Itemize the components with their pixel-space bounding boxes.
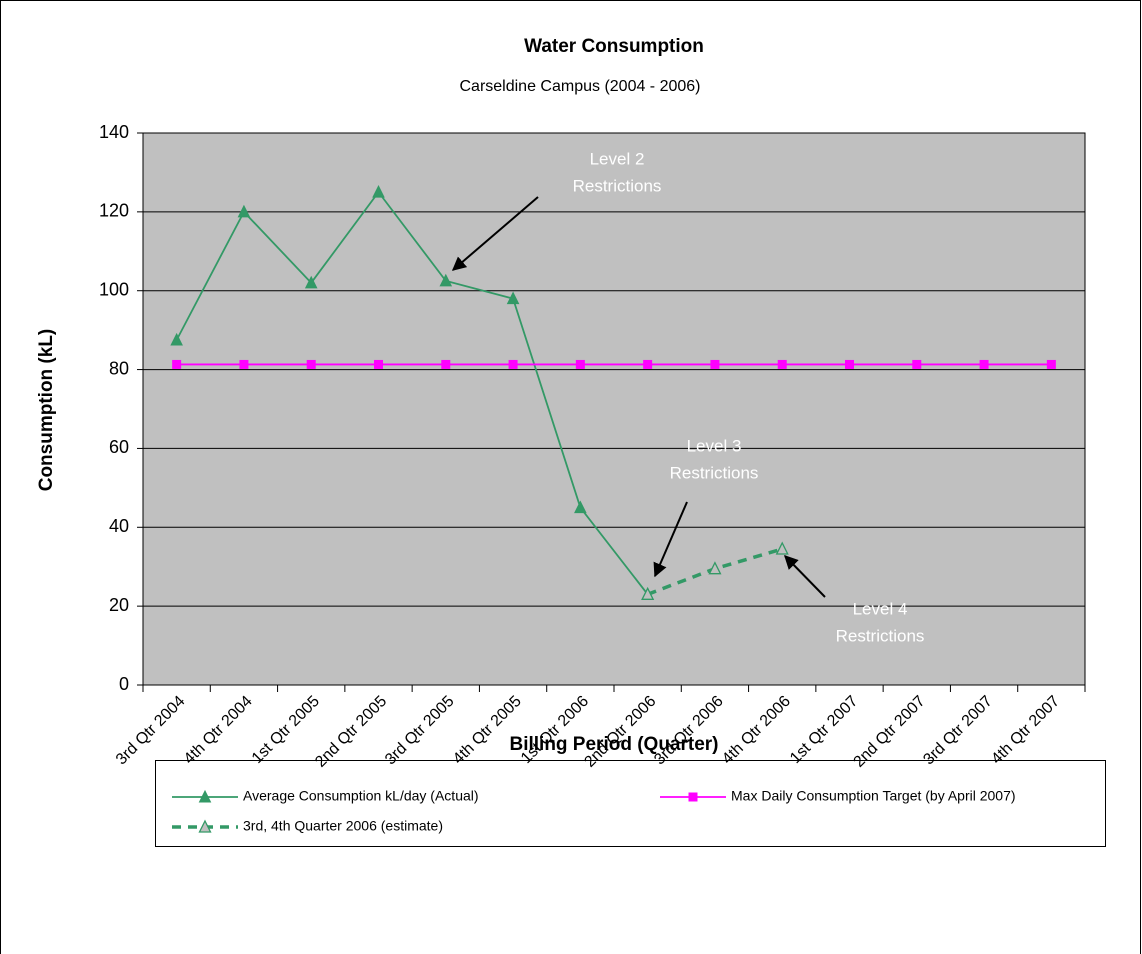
y-tick-label: 100 xyxy=(99,279,129,299)
marker xyxy=(775,541,789,555)
marker xyxy=(643,359,653,369)
annotation-arrow xyxy=(784,554,826,598)
annotation-arrow xyxy=(653,501,688,578)
marker xyxy=(172,359,182,369)
annotation: Restrictions xyxy=(836,626,925,645)
legend-marker xyxy=(198,819,212,833)
y-axis-label: Consumption (kL) xyxy=(36,329,57,492)
legend-label: Average Consumption kL/day (Actual) xyxy=(243,788,479,804)
marker xyxy=(441,359,451,369)
marker xyxy=(710,359,720,369)
marker xyxy=(575,359,585,369)
series-line xyxy=(175,190,649,595)
annotation: Restrictions xyxy=(573,176,662,195)
chart-title: Water Consumption xyxy=(524,36,704,57)
x-axis-label: Billing Period (Quarter) xyxy=(509,734,718,755)
annotation: Level 4 xyxy=(853,599,908,618)
marker xyxy=(574,500,587,514)
marker xyxy=(170,332,183,346)
marker xyxy=(506,291,520,305)
annotation: Restrictions xyxy=(670,463,759,482)
annotation: Level 3 xyxy=(687,436,742,455)
marker xyxy=(304,275,318,289)
marker xyxy=(845,359,854,369)
annotation-arrow xyxy=(451,196,539,271)
legend-marker xyxy=(198,789,212,803)
marker xyxy=(1046,359,1056,369)
marker xyxy=(777,359,787,369)
y-tick-label: 140 xyxy=(99,122,129,142)
chart-subtitle: Carseldine Campus (2004 - 2006) xyxy=(459,78,700,95)
marker xyxy=(641,586,655,600)
y-tick-label: 0 xyxy=(119,674,129,694)
marker xyxy=(237,204,251,218)
marker xyxy=(239,359,249,369)
legend-label: Max Daily Consumption Target (by April 2… xyxy=(731,788,1016,804)
marker xyxy=(979,359,989,369)
legend-marker xyxy=(688,792,698,802)
marker xyxy=(912,359,922,369)
marker xyxy=(372,185,385,198)
marker xyxy=(306,359,316,369)
y-tick-label: 40 xyxy=(109,516,129,536)
y-tick-label: 60 xyxy=(109,437,129,457)
marker xyxy=(708,561,722,575)
marker xyxy=(374,359,383,369)
plot-area xyxy=(143,133,1085,685)
y-tick-label: 20 xyxy=(109,595,129,615)
legend-label: 3rd, 4th Quarter 2006 (estimate) xyxy=(243,818,443,834)
y-tick-label: 120 xyxy=(99,201,129,221)
legend-box xyxy=(155,760,1106,847)
y-tick-label: 80 xyxy=(109,358,129,378)
annotation: Level 2 xyxy=(590,149,645,168)
marker xyxy=(439,273,453,287)
marker xyxy=(508,359,518,369)
